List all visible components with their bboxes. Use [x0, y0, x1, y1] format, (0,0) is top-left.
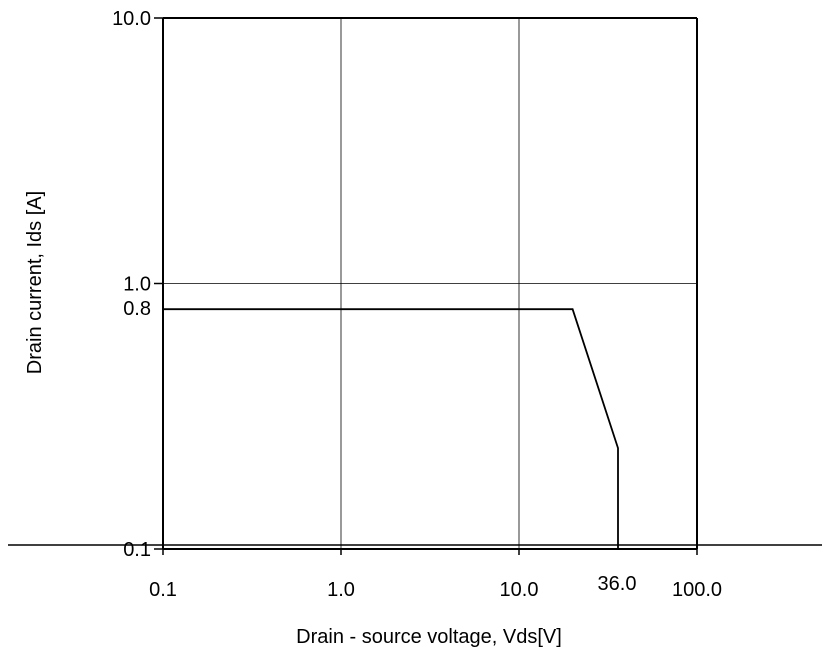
series-layer: [163, 308, 619, 549]
y-tick-label: 0.1: [123, 539, 151, 561]
x-tick-label: 1.0: [327, 579, 355, 601]
x-tick-label: 0.1: [149, 579, 177, 601]
y-annotation-label: 0.8: [123, 298, 151, 320]
soa-curve-0: [163, 308, 619, 549]
y-tick-label: 1.0: [123, 274, 151, 296]
y-axis-title: Drain current, Ids [A]: [24, 191, 46, 374]
grid-lines: [163, 18, 697, 549]
x-axis-title: Drain - source voltage, Vds[V]: [296, 626, 562, 648]
x-tick-label: 100.0: [672, 579, 722, 601]
x-tick-label: 10.0: [500, 579, 539, 601]
y-tick-label: 10.0: [112, 8, 151, 30]
plot-frame: [8, 17, 822, 550]
x-annotation-label: 36.0: [598, 573, 637, 595]
tick-labels: 0.1 1.0 10.0 0.1 1.0 10.0 100.0 0.8 36.0: [112, 8, 722, 601]
